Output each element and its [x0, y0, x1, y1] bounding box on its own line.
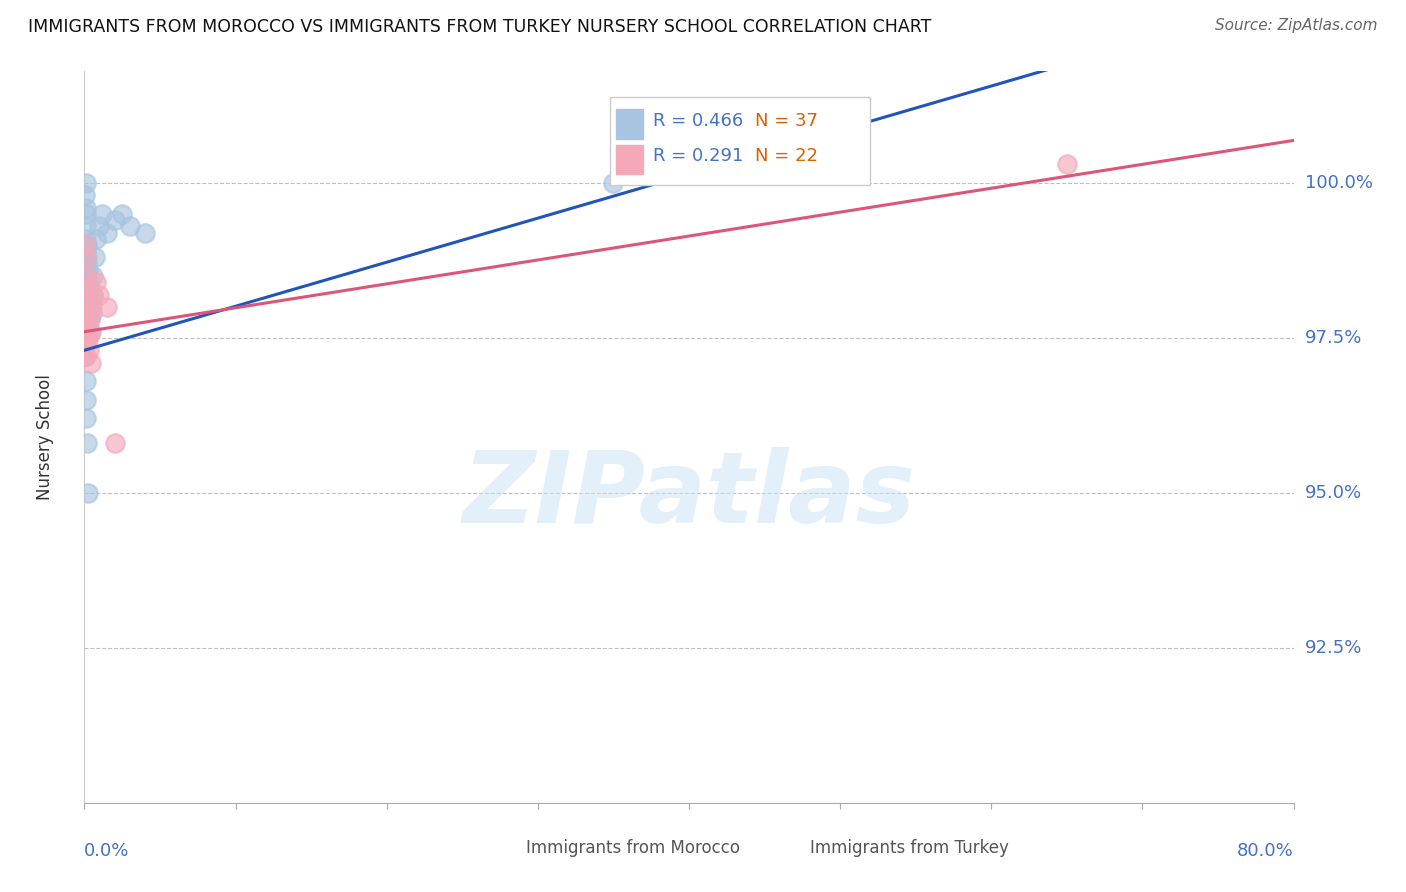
Text: 95.0%: 95.0%: [1305, 483, 1362, 502]
Point: [75, 232, 97, 246]
Point: [76, 293, 98, 308]
Point: [75, 238, 97, 252]
Text: Source: ZipAtlas.com: Source: ZipAtlas.com: [1215, 18, 1378, 33]
Text: 97.5%: 97.5%: [1305, 329, 1362, 347]
Point: [77, 287, 100, 301]
Point: [82, 287, 104, 301]
Point: [75, 374, 97, 388]
Point: [76, 411, 98, 425]
Point: [76, 256, 98, 270]
Text: Immigrants from Morocco: Immigrants from Morocco: [526, 839, 740, 857]
Point: [76, 331, 98, 345]
Text: Immigrants from Turkey: Immigrants from Turkey: [810, 839, 1008, 857]
Point: [104, 213, 127, 227]
Point: [1056, 157, 1078, 171]
Point: [76, 268, 98, 283]
Point: [79, 312, 101, 326]
Text: 80.0%: 80.0%: [1237, 842, 1294, 860]
Bar: [768, 838, 804, 858]
Point: [80, 300, 103, 314]
Bar: [616, 110, 643, 138]
Point: [77, 331, 100, 345]
Point: [77, 275, 100, 289]
Point: [76, 250, 98, 264]
Text: Nursery School: Nursery School: [37, 374, 53, 500]
Point: [75, 207, 97, 221]
Point: [82, 287, 104, 301]
Text: R = 0.291: R = 0.291: [652, 147, 742, 165]
Point: [96, 300, 118, 314]
Point: [75, 244, 97, 259]
Point: [77, 262, 100, 277]
Point: [75, 219, 97, 234]
Point: [84, 250, 107, 264]
Text: R = 0.466: R = 0.466: [652, 112, 742, 130]
Point: [82, 268, 104, 283]
Point: [104, 436, 127, 450]
Point: [76, 436, 98, 450]
Point: [96, 226, 118, 240]
Point: [76, 238, 98, 252]
Text: 92.5%: 92.5%: [1305, 639, 1362, 657]
Point: [79, 312, 101, 326]
Point: [76, 318, 98, 333]
Point: [76, 486, 98, 500]
Text: N = 22: N = 22: [755, 147, 818, 165]
Point: [79, 325, 101, 339]
Point: [75, 176, 97, 190]
Point: [86, 275, 108, 289]
Point: [111, 207, 134, 221]
Point: [602, 176, 624, 190]
Point: [80, 325, 103, 339]
Point: [134, 226, 156, 240]
Bar: [616, 145, 643, 174]
Point: [89, 287, 111, 301]
Point: [75, 350, 97, 364]
Point: [75, 250, 97, 264]
Point: [76, 281, 98, 295]
Point: [80, 356, 103, 370]
Text: 100.0%: 100.0%: [1305, 174, 1372, 192]
Point: [75, 337, 97, 351]
Point: [86, 232, 108, 246]
Text: ZIPatlas: ZIPatlas: [463, 447, 915, 544]
Point: [118, 219, 141, 234]
Point: [91, 207, 114, 221]
Point: [75, 268, 97, 283]
Text: 0.0%: 0.0%: [84, 842, 129, 860]
Point: [79, 300, 101, 314]
Point: [77, 343, 100, 358]
Point: [76, 350, 98, 364]
Point: [89, 219, 111, 234]
Text: N = 37: N = 37: [755, 112, 818, 130]
FancyBboxPatch shape: [610, 97, 870, 185]
Bar: [484, 838, 520, 858]
Point: [75, 392, 97, 407]
Point: [75, 201, 97, 215]
Point: [76, 306, 98, 320]
Point: [80, 306, 103, 320]
Point: [75, 188, 97, 202]
Point: [75, 281, 97, 295]
Text: IMMIGRANTS FROM MOROCCO VS IMMIGRANTS FROM TURKEY NURSERY SCHOOL CORRELATION CHA: IMMIGRANTS FROM MOROCCO VS IMMIGRANTS FR…: [28, 18, 932, 36]
